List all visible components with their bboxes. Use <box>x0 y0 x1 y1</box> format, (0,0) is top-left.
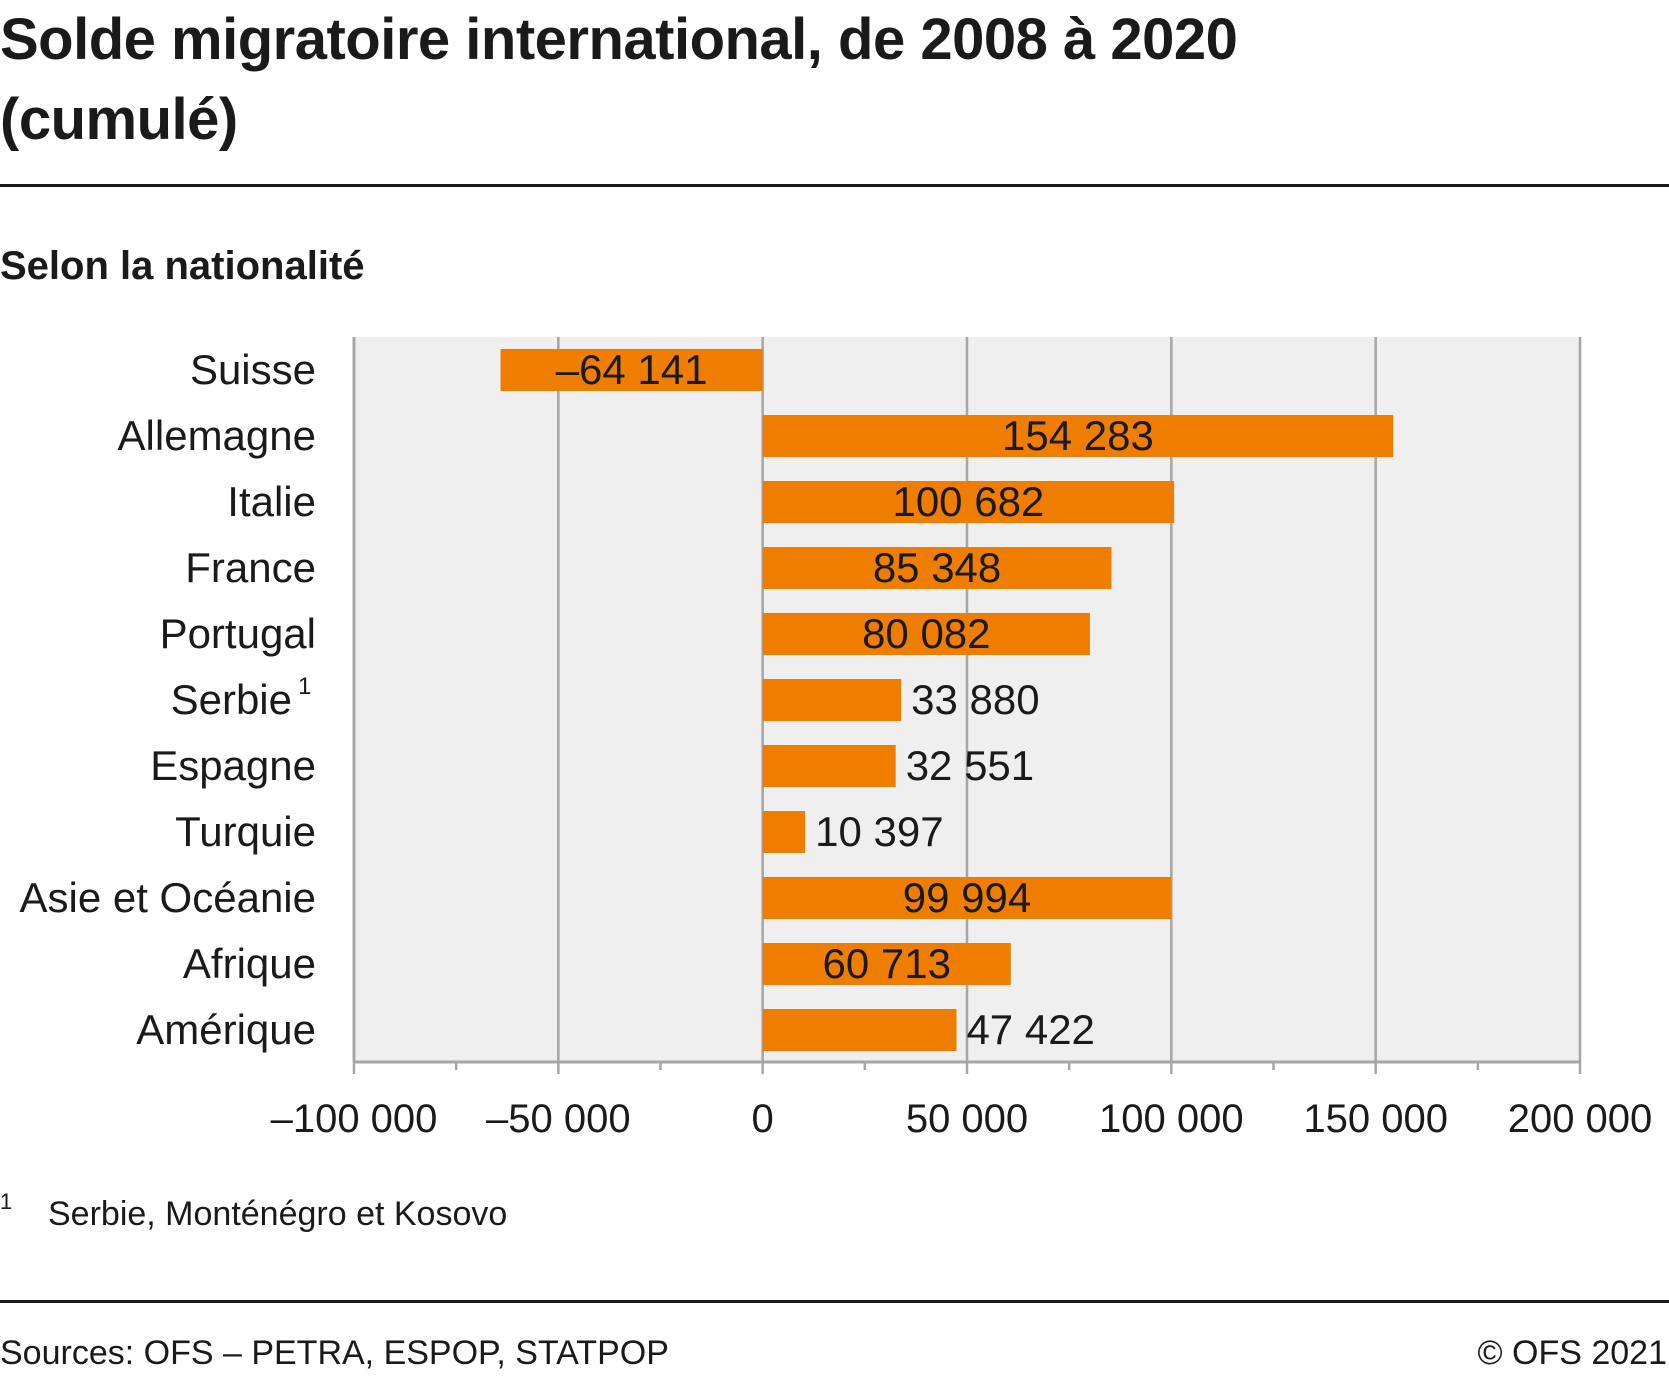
source-note: Sources: OFS – PETRA, ESPOP, STATPOP <box>0 1334 669 1373</box>
bar <box>763 811 805 853</box>
category-label: Serbie <box>171 676 292 723</box>
bar-chart: –100 000 –50 000 0 50 000 100 000 150 000 200 … <box>0 320 1669 1140</box>
data-label: 32 551 <box>906 742 1034 789</box>
category-label: Espagne <box>150 742 316 789</box>
bar <box>763 745 896 787</box>
x-tick-label: –100 000 <box>271 1097 438 1140</box>
category-label: Suisse <box>190 346 316 393</box>
data-label: 10 397 <box>815 808 943 855</box>
category-label: Allemagne <box>118 412 316 459</box>
chart-subtitle: Selon la nationalité <box>0 244 365 289</box>
plot-area: –100 000 –50 000 0 50 000 100 000 150 000 200 … <box>19 337 1652 1140</box>
category-label: Portugal <box>160 610 316 657</box>
category-label: Afrique <box>183 940 316 987</box>
data-label: 33 880 <box>911 676 1039 723</box>
bar <box>763 679 901 721</box>
x-tick-label: 0 <box>752 1097 774 1140</box>
data-label: –64 141 <box>556 346 708 393</box>
data-label: 85 348 <box>873 544 1001 591</box>
x-tick-label: 50 000 <box>906 1097 1028 1140</box>
x-tick-label: 100 000 <box>1099 1097 1244 1140</box>
x-tick-label: –50 000 <box>486 1097 631 1140</box>
x-tick-label: 200 000 <box>1508 1097 1653 1140</box>
chart-title: Solde migratoire international, de 2008 … <box>0 0 1440 160</box>
category-label: Amérique <box>136 1006 316 1053</box>
footnote-text: Serbie, Monténégro et Kosovo <box>48 1195 507 1234</box>
data-label: 47 422 <box>966 1006 1094 1053</box>
category-footnote-marker: 1 <box>298 673 311 700</box>
data-label: 154 283 <box>1002 412 1154 459</box>
category-label: Turquie <box>175 808 316 855</box>
footnote-marker: 1 <box>0 1189 12 1215</box>
data-label: 99 994 <box>903 874 1031 921</box>
data-label: 60 713 <box>822 940 950 987</box>
bar <box>763 1009 957 1051</box>
data-label: 100 682 <box>892 478 1044 525</box>
copyright-note: © OFS 2021 <box>1478 1334 1667 1373</box>
category-label: Italie <box>227 478 316 525</box>
data-label: 80 082 <box>862 610 990 657</box>
category-label: Asie et Océanie <box>19 874 316 921</box>
x-tick-label: 150 000 <box>1303 1097 1448 1140</box>
category-label: France <box>185 544 316 591</box>
footer-divider <box>0 1300 1669 1303</box>
title-divider <box>0 184 1669 187</box>
